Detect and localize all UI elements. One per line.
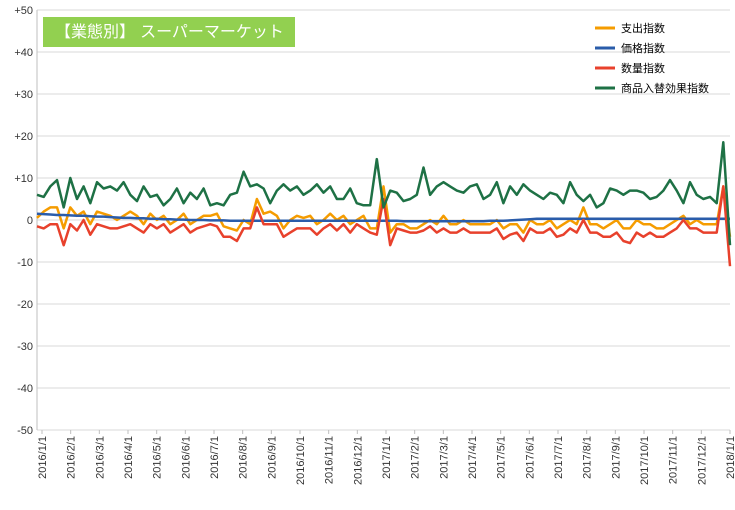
y-tick-label: +10 [14,173,33,185]
series-line-3 [36,141,732,246]
y-tick-label: +20 [14,131,33,143]
y-axis: +50 +40 +30 +20 +10 0 -10 -20 -30 -40 -50 [14,5,38,437]
x-tick-label: 2016/10/1 [295,436,307,485]
x-tick-label: 2017/2/1 [410,436,422,479]
legend-label: 支出指数 [621,21,665,35]
y-tick-label: +40 [14,47,33,59]
y-tick-label: -40 [17,383,33,395]
x-tick-label: 2016/3/1 [94,436,106,479]
legend-label: 価格指数 [621,41,665,55]
x-tick-label: 2017/5/1 [496,436,508,479]
x-tick-label: 2017/12/1 [696,436,708,485]
x-axis: 2016/1/1 2016/2/1 2016/3/1 2016/4/1 2016/5/1… [37,430,735,485]
x-tick-label: 2017/6/1 [524,436,536,479]
x-tick-label: 2016/6/1 [180,436,192,479]
y-tick-label: -10 [17,257,33,269]
x-tick-label: 2016/4/1 [123,436,135,479]
y-tick-label: -50 [17,425,33,437]
x-tick-label: 2017/4/1 [467,436,479,479]
legend-label: 商品入替効果指数 [621,81,709,95]
x-tick-label: 2016/2/1 [66,436,78,479]
x-tick-label: 2017/11/1 [668,436,680,484]
x-tick-label: 2017/9/1 [610,436,622,479]
y-tick-label: +50 [14,5,33,17]
x-tick-label: 2017/8/1 [582,436,594,479]
chart-title: 【業態別】 スーパーマーケット [43,17,295,47]
series-line-1 [36,212,730,223]
y-tick-label: +30 [14,89,33,101]
x-tick-label: 2017/1/1 [381,436,393,479]
x-tick-label: 2016/7/1 [209,436,221,479]
x-tick-label: 2017/7/1 [553,436,565,479]
x-tick-label: 2016/1/1 [37,436,49,479]
x-tick-label: 2016/9/1 [266,436,278,479]
x-tick-label: 2018/1/1 [725,436,735,479]
y-tick-label: -20 [17,299,33,311]
x-tick-label: 2016/5/1 [152,436,164,479]
x-tick-label: 2016/8/1 [238,436,250,479]
x-tick-label: 2016/11/1 [324,436,336,484]
x-tick-label: 2016/12/1 [352,436,364,485]
x-tick-label: 2017/10/1 [639,436,651,485]
legend-label: 数量指数 [621,61,665,75]
series-line-0 [36,185,732,237]
series-lines [36,141,732,267]
y-tick-label: 0 [27,215,33,227]
x-tick-label: 2017/3/1 [438,436,450,479]
y-tick-label: -30 [17,341,33,353]
